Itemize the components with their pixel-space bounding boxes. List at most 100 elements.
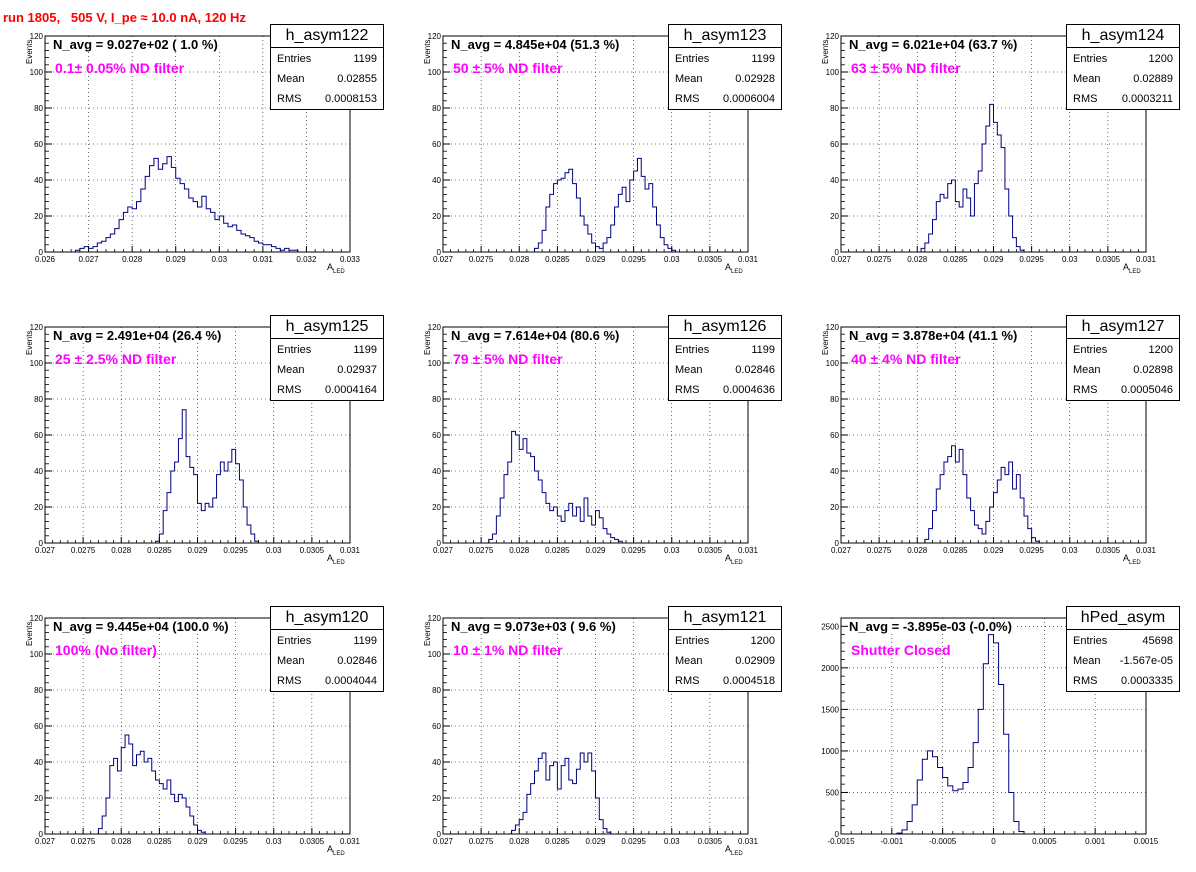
y-tick-label: 500 (826, 788, 840, 797)
histogram-bin (1001, 148, 1005, 252)
y-tick-label: 40 (830, 467, 839, 476)
stats-row-mean: Mean 0.02909 (675, 651, 775, 671)
x-tick-label: 0.027 (79, 255, 100, 264)
histogram-bin (557, 789, 561, 834)
y-tick-label: 60 (432, 431, 441, 440)
histogram-bin (611, 225, 615, 252)
histogram-bin (182, 798, 186, 834)
histogram-bin (245, 236, 249, 252)
x-axis-label-sub: LED (731, 850, 743, 857)
stats-row-rms: RMS 0.0006004 (675, 89, 775, 109)
histogram-bin (580, 521, 584, 543)
histogram-bin (546, 780, 550, 834)
x-tick-label: 0.033 (340, 255, 361, 264)
histogram-bin (542, 753, 546, 834)
x-axis-label-main: A (1123, 553, 1130, 563)
x-tick-label: 0.0015 (1134, 837, 1159, 846)
stats-box: h_asym121 Entries 1200 Mean 0.02909 RMS 0.0004… (668, 606, 782, 692)
x-tick-label: 0.0305 (1096, 546, 1121, 555)
histogram-bin (554, 184, 558, 252)
histogram-bin (596, 511, 600, 543)
x-tick-label: 0.026 (35, 255, 56, 264)
histogram-bin (933, 757, 938, 834)
histogram-bin (936, 202, 940, 252)
navg-label: N_avg = 6.021e+04 (63.7 %) (849, 37, 1020, 52)
y-tick-label: 40 (830, 176, 839, 185)
histogram-bin (907, 822, 912, 834)
stats-box: h_asym123 Entries 1199 Mean 0.02928 RMS 0.0006… (668, 24, 782, 110)
histogram-bin (997, 135, 1001, 252)
y-tick-label: 100 (428, 359, 442, 368)
histogram-name: h_asym125 (271, 316, 383, 339)
histogram-bin (237, 230, 241, 252)
y-tick-label: 1000 (821, 747, 839, 756)
y-tick-label: 20 (34, 794, 43, 803)
y-tick-label: 120 (30, 614, 44, 623)
stats-row-entries: Entries 1199 (277, 631, 377, 651)
stats-key: RMS (675, 93, 700, 105)
histogram-bin (171, 167, 175, 252)
histogram-bin (1016, 475, 1020, 543)
x-tick-label: 0.0275 (867, 546, 892, 555)
y-tick-label: 60 (432, 722, 441, 731)
histogram-series (62, 156, 311, 253)
histogram-bin (171, 471, 175, 543)
histogram-bin (917, 780, 922, 834)
x-axis-label: ALED (725, 844, 743, 857)
histogram-bin (546, 503, 550, 543)
histogram-bin (209, 507, 213, 543)
y-tick-label: 100 (826, 68, 840, 77)
histogram-series (920, 103, 1025, 252)
stats-value: 0.02855 (337, 73, 377, 85)
x-tick-label: 0.03 (664, 837, 680, 846)
x-axis-label-main: A (1123, 262, 1130, 272)
stats-row-rms: RMS 0.0005046 (1073, 380, 1173, 400)
histogram-bin (952, 446, 956, 543)
histogram-series (924, 445, 1040, 543)
stats-row-mean: Mean 0.02928 (675, 69, 775, 89)
x-axis-label-sub: LED (731, 559, 743, 566)
y-tick-label: 20 (432, 794, 441, 803)
histogram-bin (955, 202, 959, 252)
y-tick-label: 0 (835, 830, 840, 839)
stats-value: 0.0006004 (723, 93, 775, 105)
histogram-bin (596, 247, 600, 252)
x-tick-label: 0.027 (433, 255, 454, 264)
histogram-bin (994, 643, 999, 834)
histogram-bin (519, 820, 523, 834)
histogram-bin (978, 709, 983, 834)
x-tick-label: 0.028 (111, 837, 132, 846)
y-tick-label: 0 (437, 830, 442, 839)
histogram-bin (1009, 216, 1013, 252)
histogram-bin (611, 538, 615, 543)
y-tick-label: 80 (432, 395, 441, 404)
stats-box: h_asym122 Entries 1199 Mean 0.02855 RMS 0.0008… (270, 24, 384, 110)
histogram-bin (232, 225, 236, 252)
histogram-bin (1028, 529, 1032, 543)
histogram-bin (267, 245, 271, 252)
x-tick-label: 0.0275 (71, 546, 96, 555)
histogram-bin (163, 789, 167, 834)
histogram-bin (500, 498, 504, 543)
histogram-bin (554, 762, 558, 834)
navg-label: N_avg = 9.073e+03 ( 9.6 %) (451, 619, 618, 634)
x-tick-label: 0.027 (433, 546, 454, 555)
stats-value: 0.02909 (735, 655, 775, 667)
stats-row-mean: Mean 0.02846 (675, 360, 775, 380)
x-axis-label: ALED (327, 844, 345, 857)
x-tick-label: 0.027 (831, 255, 852, 264)
histogram-series (511, 752, 612, 834)
histogram-bin (211, 212, 215, 252)
histogram-bin (198, 207, 202, 252)
stats-key: Entries (277, 53, 312, 65)
histogram-bin (189, 198, 193, 252)
histogram-bin (971, 216, 975, 252)
x-tick-label: 0.0295 (223, 546, 248, 555)
histogram-bin (523, 812, 527, 834)
histogram-bin (936, 489, 940, 543)
histogram-bin (637, 158, 641, 252)
histogram-bin (967, 198, 971, 252)
histogram-bin (178, 439, 182, 543)
x-tick-label: 0.0305 (300, 837, 325, 846)
histogram-bin (971, 511, 975, 543)
